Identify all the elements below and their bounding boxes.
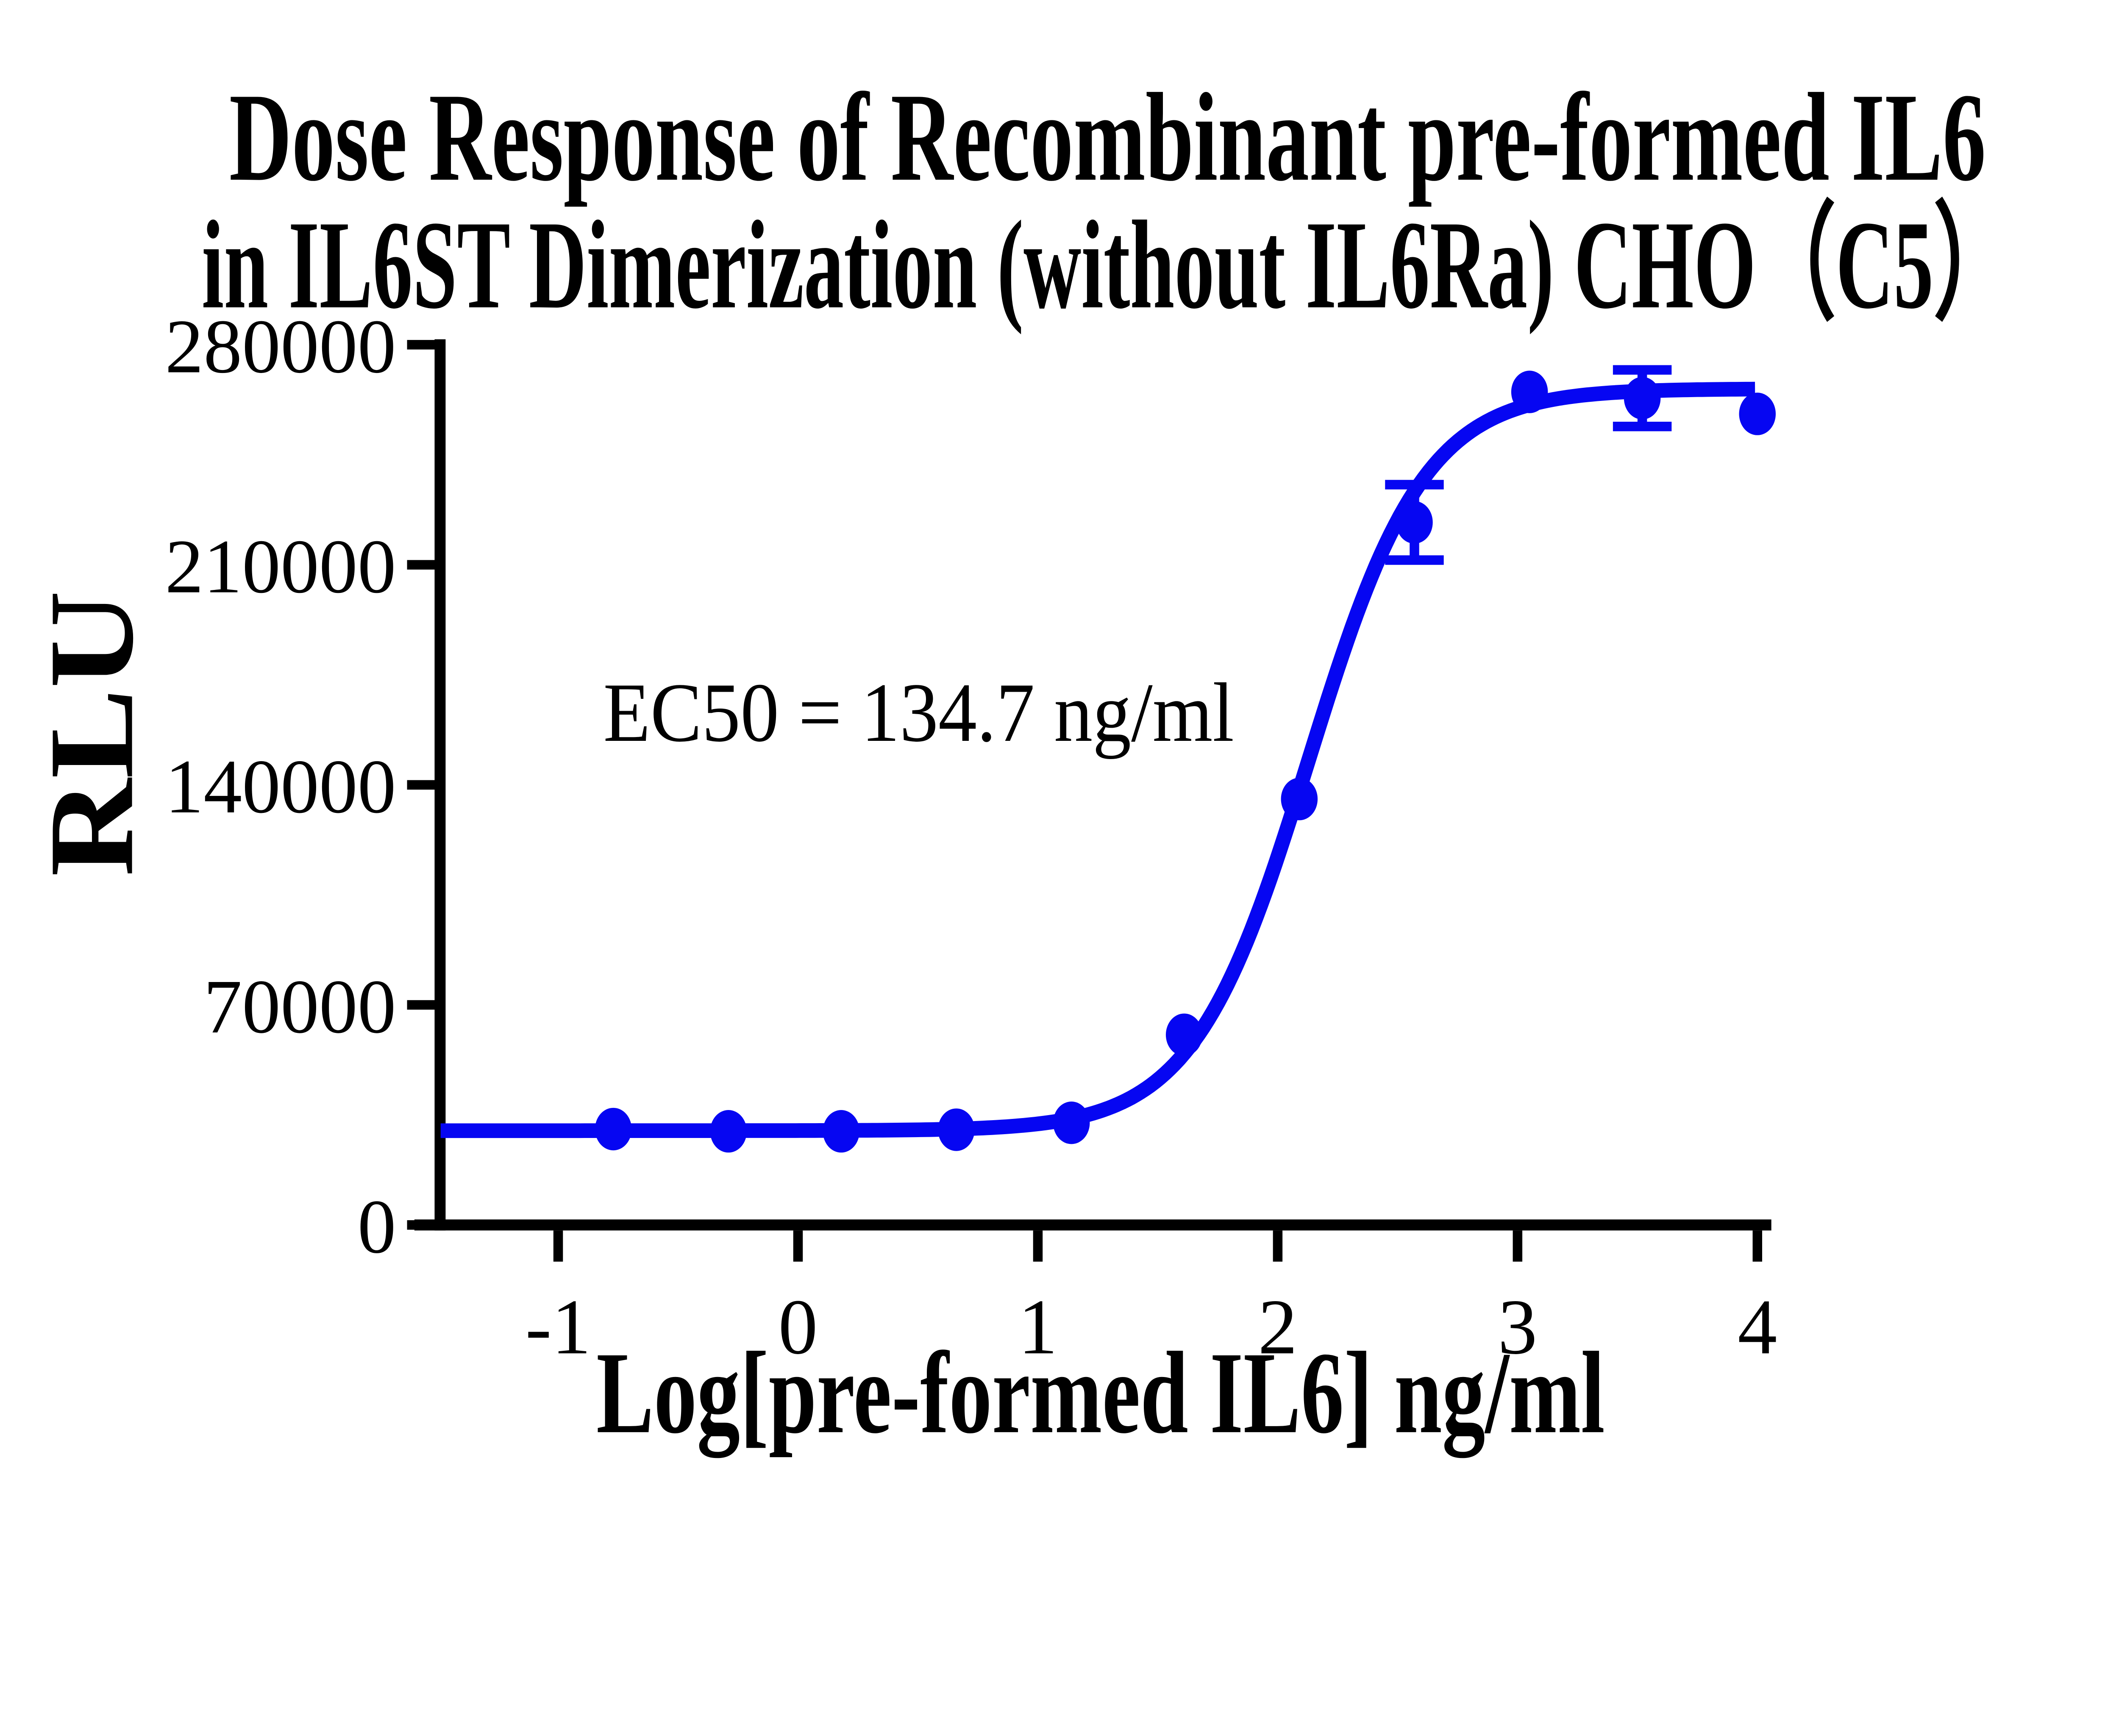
data-point-marker (1624, 377, 1661, 420)
ec50-annotation: EC50 = 134.7 ng/ml (603, 666, 1234, 760)
data-point-marker (823, 1110, 860, 1153)
x-tick-label: 0 (778, 1283, 818, 1371)
y-tick-label: 70000 (203, 964, 396, 1049)
x-tick-label: 2 (1258, 1283, 1297, 1371)
fit-curve (438, 381, 1758, 1138)
x-tick-label: 3 (1498, 1283, 1537, 1371)
data-point-marker (595, 1107, 632, 1151)
x-tick-label: 4 (1738, 1283, 1777, 1371)
series-layer (438, 365, 1776, 1153)
y-tick-label: 0 (358, 1184, 396, 1269)
y-tick-label: 280000 (165, 304, 396, 389)
data-point-marker (938, 1108, 975, 1151)
data-point-marker (1511, 370, 1548, 413)
x-tick-label: -1 (526, 1283, 591, 1371)
dose-response-chart: Dose Response of Recombinant pre-formed … (24, 67, 2013, 1460)
data-point-marker (1053, 1102, 1090, 1144)
data-point-marker (710, 1110, 747, 1153)
y-tick-label: 140000 (165, 744, 396, 829)
data-point-marker (1281, 778, 1318, 821)
y-axis-title: RLU (25, 590, 159, 876)
chart-title-line-2: in IL6ST Dimerization (without IL6Ra) CH… (202, 195, 2013, 335)
x-axis-title: Log[pre-formed IL6] ng/ml (596, 1327, 1605, 1460)
y-tick-label: 210000 (165, 524, 396, 609)
chart-title-line-1: Dose Response of Recombinant pre-formed … (229, 67, 1986, 207)
ticks-layer: 0 70000 140000 210000 280000 -1 0 1 2 3 4 (165, 304, 1777, 1371)
data-point-marker (1396, 501, 1433, 544)
data-point-marker (1165, 1013, 1203, 1056)
x-tick-label: 1 (1018, 1283, 1057, 1371)
figure: Dose Response of Recombinant pre-formed … (24, 67, 2013, 1460)
data-point-marker (1739, 392, 1776, 435)
